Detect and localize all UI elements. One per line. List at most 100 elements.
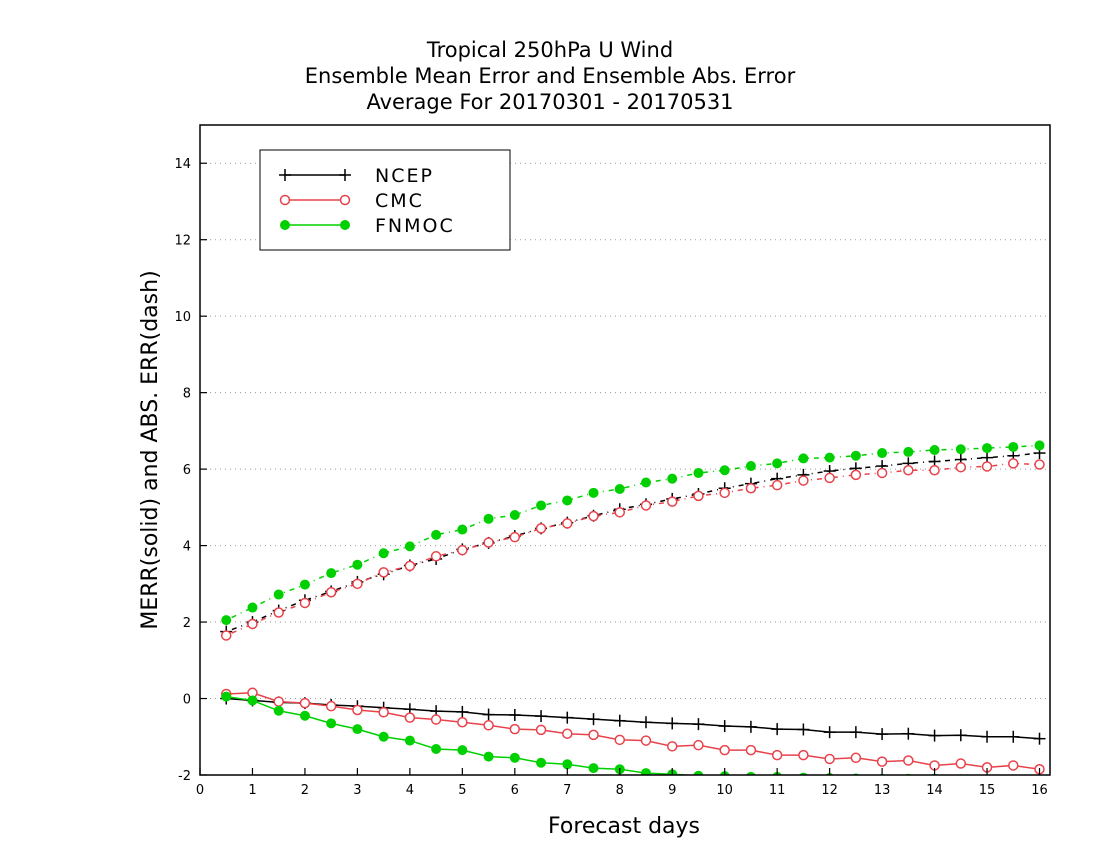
fnmoc-abs-err-point: [1034, 440, 1045, 451]
cmc-merr-point: [562, 728, 573, 739]
ncep-merr-point: [613, 714, 626, 727]
cmc-abs-err-point: [981, 461, 993, 472]
fnmoc-merr-point: [588, 763, 599, 774]
fnmoc-abs-err-point: [536, 500, 547, 511]
legend-marker-cmc: [279, 194, 291, 206]
fnmoc-merr-point: [299, 710, 310, 721]
legend-marker-ncep: [279, 169, 291, 181]
cmc-merr-point: [955, 758, 967, 769]
ncep-merr-point: [535, 710, 548, 723]
fnmoc-abs-err-point: [877, 448, 888, 459]
ncep-merr-line: [226, 697, 1040, 740]
fnmoc-merr-point: [536, 757, 547, 768]
fnmoc-abs-err-point: [982, 443, 993, 454]
ncep-merr-point: [508, 708, 521, 721]
fnmoc-merr-point: [221, 691, 232, 702]
cmc-merr-point: [693, 739, 704, 751]
cmc-abs-err-point: [352, 578, 363, 590]
cmc-abs-err-point: [850, 469, 862, 481]
ncep-merr-point: [666, 717, 679, 730]
cmc-abs-err-point: [666, 496, 678, 507]
chart-title-line-3: Average For 20170301 - 20170531: [366, 90, 734, 114]
y-tick-label: 14: [174, 157, 191, 172]
ncep-merr-point: [692, 718, 705, 731]
ncep-series: [220, 447, 1046, 745]
y-tick-label: 12: [174, 234, 191, 249]
legend-marker-cmc: [339, 194, 351, 206]
x-tick-label: 16: [1031, 783, 1048, 798]
cmc-merr-point: [798, 749, 809, 761]
cmc-merr-point: [640, 735, 652, 746]
ncep-abs-err-line: [225, 452, 1040, 633]
fnmoc-abs-err-point: [247, 602, 258, 613]
ncep-merr-point: [744, 720, 757, 733]
cmc-merr-point: [850, 752, 862, 764]
fnmoc-merr-point: [799, 772, 808, 775]
x-tick-label: 8: [616, 783, 624, 798]
fnmoc-abs-err-point: [850, 450, 861, 461]
chart-title-line-1: Tropical 250hPa U Wind: [426, 38, 674, 62]
x-tick-label: 14: [926, 783, 943, 798]
cmc-merr-point: [483, 720, 494, 731]
fnmoc-merr-point: [509, 752, 520, 763]
fnmoc-abs-err-point: [588, 487, 599, 498]
fnmoc-abs-err-point: [772, 458, 783, 469]
cmc-merr-point: [535, 724, 547, 736]
ncep-merr-point: [482, 708, 495, 721]
chart-title-line-2: Ensemble Mean Error and Ensemble Abs. Er…: [304, 64, 796, 88]
ncep-merr-point: [849, 726, 862, 739]
cmc-merr-point: [378, 707, 389, 718]
cmc-merr-point: [352, 704, 363, 716]
fnmoc-abs-err-point: [509, 510, 520, 520]
x-tick-label: 4: [406, 783, 414, 798]
fnmoc-abs-err-point: [745, 461, 756, 472]
fnmoc-abs-err-point: [719, 465, 730, 476]
cmc-abs-err-point: [798, 475, 809, 486]
legend-label-cmc: CMC: [375, 190, 424, 212]
fnmoc-abs-err-point: [457, 524, 468, 535]
fnmoc-series: [221, 440, 1045, 775]
legend-marker-ncep: [339, 169, 351, 181]
cmc-abs-err-point: [562, 518, 573, 529]
cmc-abs-err-point: [378, 567, 389, 578]
cmc-merr-point: [1008, 760, 1019, 771]
legend-marker-fnmoc: [340, 220, 350, 230]
cmc-merr-point: [588, 729, 599, 741]
fnmoc-abs-err-point: [483, 513, 494, 524]
plot-frame: [199, 124, 1051, 776]
fnmoc-abs-err-point: [352, 559, 363, 570]
x-tick-label: 6: [511, 783, 519, 798]
ncep-merr-point: [718, 720, 731, 733]
cmc-abs-err-point: [640, 500, 652, 511]
cmc-abs-err-point: [404, 560, 416, 572]
cmc-abs-err-point: [509, 531, 521, 543]
cmc-abs-err-point: [430, 551, 442, 562]
y-tick-label: 10: [174, 310, 191, 325]
gridlines: [200, 162, 1050, 700]
fnmoc-abs-err-point: [378, 548, 389, 559]
cmc-abs-err-point: [535, 523, 547, 534]
ncep-merr-point: [639, 716, 652, 729]
fnmoc-abs-err-point: [667, 473, 678, 484]
x-tick-label: 3: [353, 783, 361, 798]
cmc-abs-err-point: [745, 482, 757, 494]
x-tick-label: 9: [668, 783, 676, 798]
cmc-merr-point: [325, 700, 337, 712]
cmc-merr-point: [273, 696, 284, 707]
plot-series: [220, 440, 1046, 775]
cmc-abs-err-point: [273, 607, 284, 618]
cmc-merr-point: [299, 697, 311, 709]
cmc-abs-err-point: [955, 461, 967, 473]
y-tick-label: -2: [178, 769, 191, 784]
cmc-abs-err-line: [225, 462, 1040, 637]
cmc-merr-point: [509, 723, 521, 735]
fnmoc-abs-err-point: [404, 541, 415, 552]
x-tick-label: 15: [979, 783, 996, 798]
fnmoc-abs-err-line: [225, 444, 1040, 621]
fnmoc-abs-err-point: [955, 444, 966, 455]
ncep-merr-point: [456, 705, 469, 718]
legend-label-ncep: NCEP: [375, 165, 434, 187]
fnmoc-merr-point: [457, 745, 468, 756]
